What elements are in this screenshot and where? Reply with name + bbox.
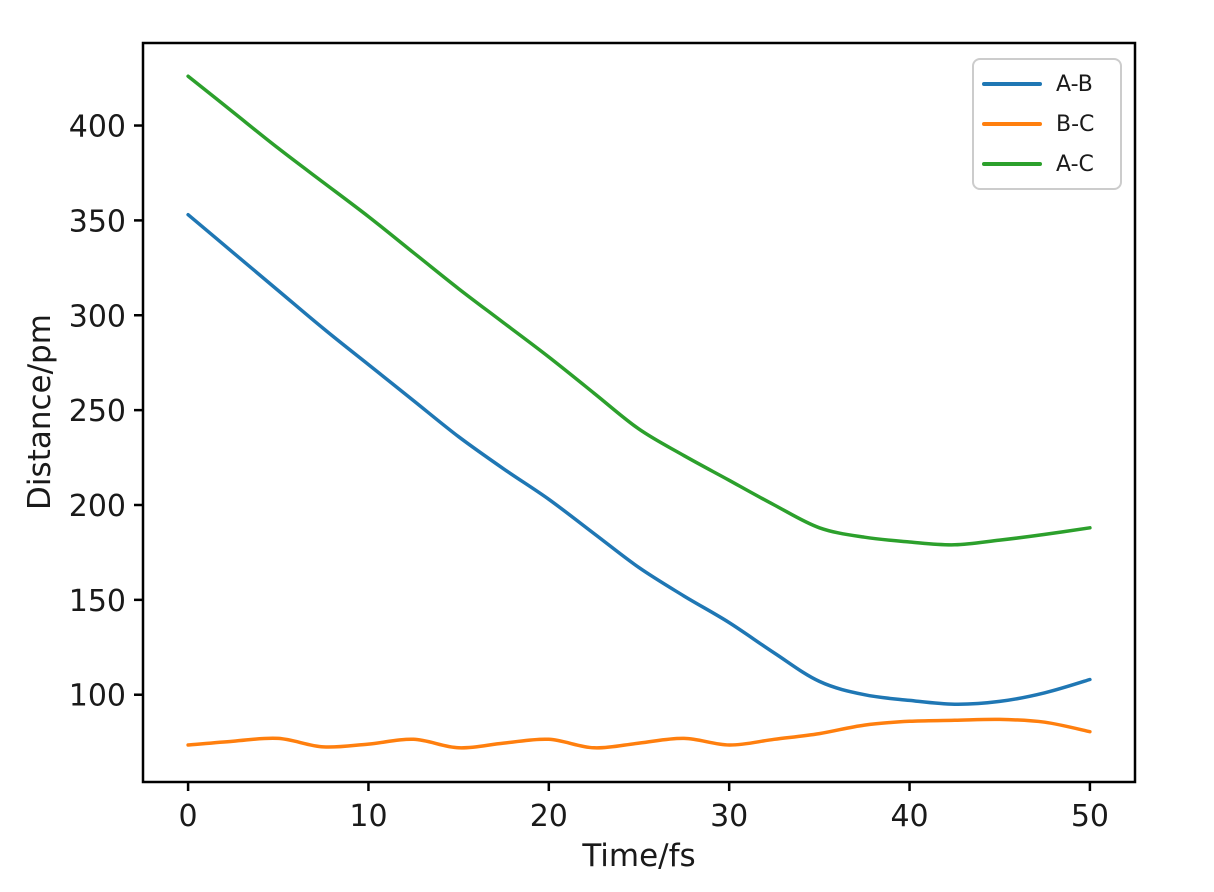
x-axis-label: Time/fs	[581, 838, 695, 874]
y-tick-label: 250	[69, 394, 126, 429]
legend-label: A-B	[1056, 71, 1093, 97]
x-tick-label: 50	[1071, 799, 1109, 834]
x-tick-label: 0	[179, 799, 198, 834]
y-axis-label: Distance/pm	[22, 314, 58, 510]
series-line-B-C	[186, 717, 1092, 750]
legend-line-swatch	[982, 161, 1042, 167]
x-tick-label: 20	[530, 799, 568, 834]
x-tick-label: 30	[710, 799, 748, 834]
x-tick-label: 10	[349, 799, 387, 834]
legend-item-A-C: A-C	[974, 145, 1120, 183]
legend-line-swatch	[982, 121, 1042, 127]
legend-label: A-C	[1056, 151, 1094, 177]
y-tick-label: 300	[69, 299, 126, 334]
x-tick-label: 40	[890, 799, 928, 834]
y-tick-label: 100	[69, 679, 126, 714]
series-line-A-B	[186, 212, 1092, 706]
y-tick-label: 400	[69, 110, 126, 145]
series-lines	[186, 74, 1092, 750]
y-tick-label: 150	[69, 584, 126, 619]
plot-area	[141, 41, 1137, 784]
legend-item-A-B: A-B	[974, 65, 1120, 103]
legend-item-B-C: B-C	[974, 105, 1120, 143]
y-tick-label: 350	[69, 204, 126, 239]
x-axis-ticks: 0 10 20 30 40 50	[179, 782, 1109, 834]
legend-line-swatch	[982, 81, 1042, 87]
y-tick-label: 200	[69, 489, 126, 524]
legend: A-B B-C A-C	[972, 58, 1122, 190]
legend-label: B-C	[1056, 111, 1095, 137]
series-line-A-C	[186, 74, 1092, 547]
y-axis-ticks: 100 150 200 250 300 350 400	[69, 110, 143, 714]
